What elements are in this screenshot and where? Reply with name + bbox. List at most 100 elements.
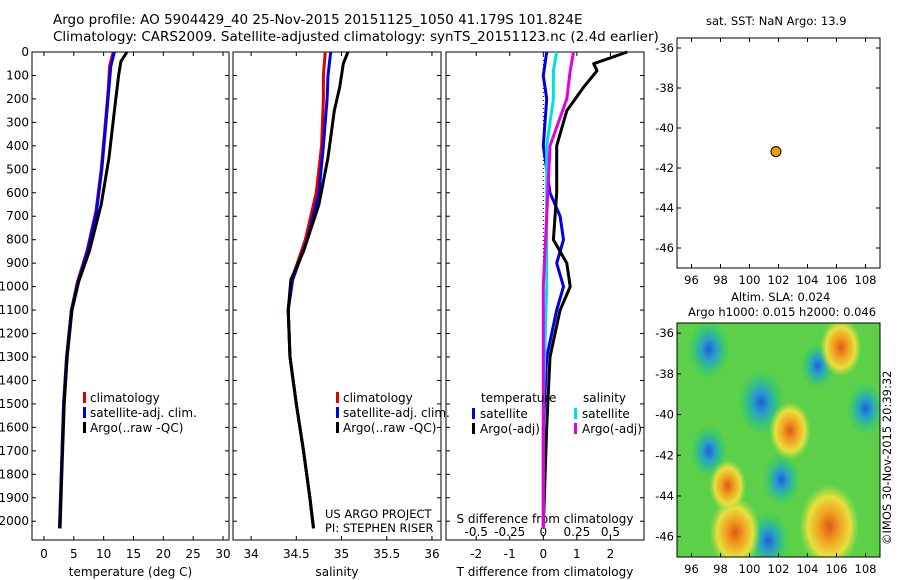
series-line-t-argo-adj- — [541, 50, 628, 529]
salinity-x-tick-label: 34.5 — [283, 547, 310, 561]
difference-x-tick-label: 0 — [540, 547, 548, 561]
series-line-satellite-adj-clim- — [286, 51, 333, 529]
legend-swatch — [336, 392, 339, 403]
legend-swatch — [83, 422, 86, 433]
y-tick-label: 1000 — [0, 280, 29, 294]
legend-label: satellite — [582, 407, 630, 421]
y-tick-label: 100 — [6, 68, 29, 82]
y-tick-label: 1700 — [0, 444, 29, 458]
legend-label: satellite-adj. clim. — [90, 406, 197, 420]
legend-swatch — [472, 408, 475, 419]
y-tick-label: 200 — [6, 92, 29, 106]
salinity-frame — [232, 51, 442, 541]
map-x-tick-label: 102 — [768, 273, 790, 287]
difference-x-tick-label: 2 — [607, 547, 615, 561]
map-x-tick-label: 104 — [797, 273, 819, 287]
salinity-x-tick-label: 34 — [243, 547, 258, 561]
sla-feature-low — [762, 453, 800, 506]
series-line-argo-raw-qc- — [286, 51, 350, 529]
sla-feature-high — [709, 459, 747, 512]
legend-swatch — [336, 407, 339, 418]
difference-x-tick-label: 1 — [573, 547, 581, 561]
sla-y-tick-label: -40 — [655, 408, 674, 422]
salinity-x-tick-label: 36 — [424, 547, 439, 561]
y-tick-label: 0 — [21, 45, 29, 59]
salinity-x-tick-label: 35.5 — [373, 547, 400, 561]
series-line-argo-raw-qc- — [58, 51, 129, 529]
sla-feature-low — [846, 382, 880, 435]
map-y-tick-label: -46 — [655, 241, 674, 255]
y-tick-label: 900 — [6, 256, 29, 270]
y-tick-label: 400 — [6, 139, 29, 153]
sla-feature-high — [769, 401, 811, 461]
legend-title-salinity: salinity — [583, 391, 626, 405]
temperature-x-tick-label: 10 — [96, 547, 111, 561]
sla-y-tick-label: -36 — [655, 326, 674, 340]
sla-x-tick-label: 100 — [739, 562, 761, 576]
sla-x-tick-label: 98 — [713, 562, 728, 576]
legend-label: satellite — [480, 407, 528, 421]
y-tick-label: 1800 — [0, 467, 29, 481]
legend-swatch — [336, 422, 339, 433]
sla-y-tick-label: -46 — [655, 530, 674, 544]
y-tick-label: 1300 — [0, 350, 29, 364]
sla-x-tick-label: 102 — [768, 562, 790, 576]
legend-label: Argo(-adj) — [582, 422, 642, 436]
temperature-frame — [31, 51, 230, 541]
sla-x-tick-label: 96 — [684, 562, 699, 576]
legend-swatch — [574, 423, 577, 434]
map-x-tick-label: 98 — [713, 273, 728, 287]
salinity-diff-tick-label: -0.25 — [494, 525, 525, 539]
sst-readout: sat. SST: NaN Argo: 13.9 — [706, 14, 847, 28]
salinity-x-axis-label: salinity — [315, 565, 358, 579]
sla-x-tick-label: 104 — [797, 562, 819, 576]
temperature-x-tick-label: 0 — [40, 547, 48, 561]
y-tick-label: 600 — [6, 186, 29, 200]
map-y-tick-label: -42 — [655, 161, 674, 175]
map-y-tick-label: -40 — [655, 121, 674, 135]
difference-frame — [445, 51, 645, 541]
temperature-x-tick-label: 25 — [186, 547, 201, 561]
map-x-tick-label: 96 — [684, 273, 699, 287]
salinity-x-tick-label: 35 — [334, 547, 349, 561]
legend-swatch — [574, 408, 577, 419]
sla-readout: Altim. SLA: 0.024 — [731, 290, 831, 304]
y-tick-label: 1500 — [0, 397, 29, 411]
salinity-diff-tick-label: -0.5 — [464, 525, 487, 539]
difference-x-tick-label: -1 — [504, 547, 516, 561]
y-tick-label: 2000 — [0, 514, 29, 528]
difference-x-tick-label: -2 — [470, 547, 482, 561]
map-y-tick-label: -36 — [655, 41, 674, 55]
y-tick-label: 1400 — [0, 373, 29, 387]
temperature-x-tick-label: 30 — [215, 547, 230, 561]
temperature-x-tick-label: 15 — [126, 547, 141, 561]
sla-field — [677, 323, 880, 557]
temperature-x-tick-label: 20 — [156, 547, 171, 561]
legend-label: Argo(..raw -QC) — [343, 421, 436, 435]
title-line-2: Climatology: CARS2009. Satellite-adjuste… — [53, 29, 659, 45]
sla-feature-high — [799, 484, 860, 557]
height-readout: Argo h1000: 0.015 h2000: 0.046 — [688, 305, 877, 319]
legend-label: satellite-adj. clim. — [343, 406, 450, 420]
y-tick-label: 1900 — [0, 491, 29, 505]
series-line-satellite-adj-clim- — [58, 51, 116, 529]
temperature-x-axis-label: temperature (deg C) — [69, 565, 192, 579]
legend-label: Argo(-adj) — [480, 422, 540, 436]
y-tick-label: 1200 — [0, 327, 29, 341]
temperature-x-tick-label: 5 — [70, 547, 78, 561]
legend-swatch — [83, 392, 86, 403]
salinity-diff-tick-label: 0.5 — [601, 525, 620, 539]
map-x-tick-label: 106 — [826, 273, 848, 287]
series-line-s-argo-adj- — [541, 51, 575, 529]
map-x-tick-label: 100 — [739, 273, 761, 287]
sla-feature-high — [709, 496, 761, 557]
y-tick-label: 800 — [6, 233, 29, 247]
legend-label: climatology — [343, 391, 413, 405]
sla-x-tick-label: 106 — [826, 562, 848, 576]
y-tick-label: 500 — [6, 162, 29, 176]
sla-feature-low — [688, 323, 730, 379]
y-tick-label: 1100 — [0, 303, 29, 317]
y-tick-label: 1600 — [0, 420, 29, 434]
sla-x-tick-label: 108 — [855, 562, 877, 576]
series-line-climatology — [286, 51, 327, 529]
